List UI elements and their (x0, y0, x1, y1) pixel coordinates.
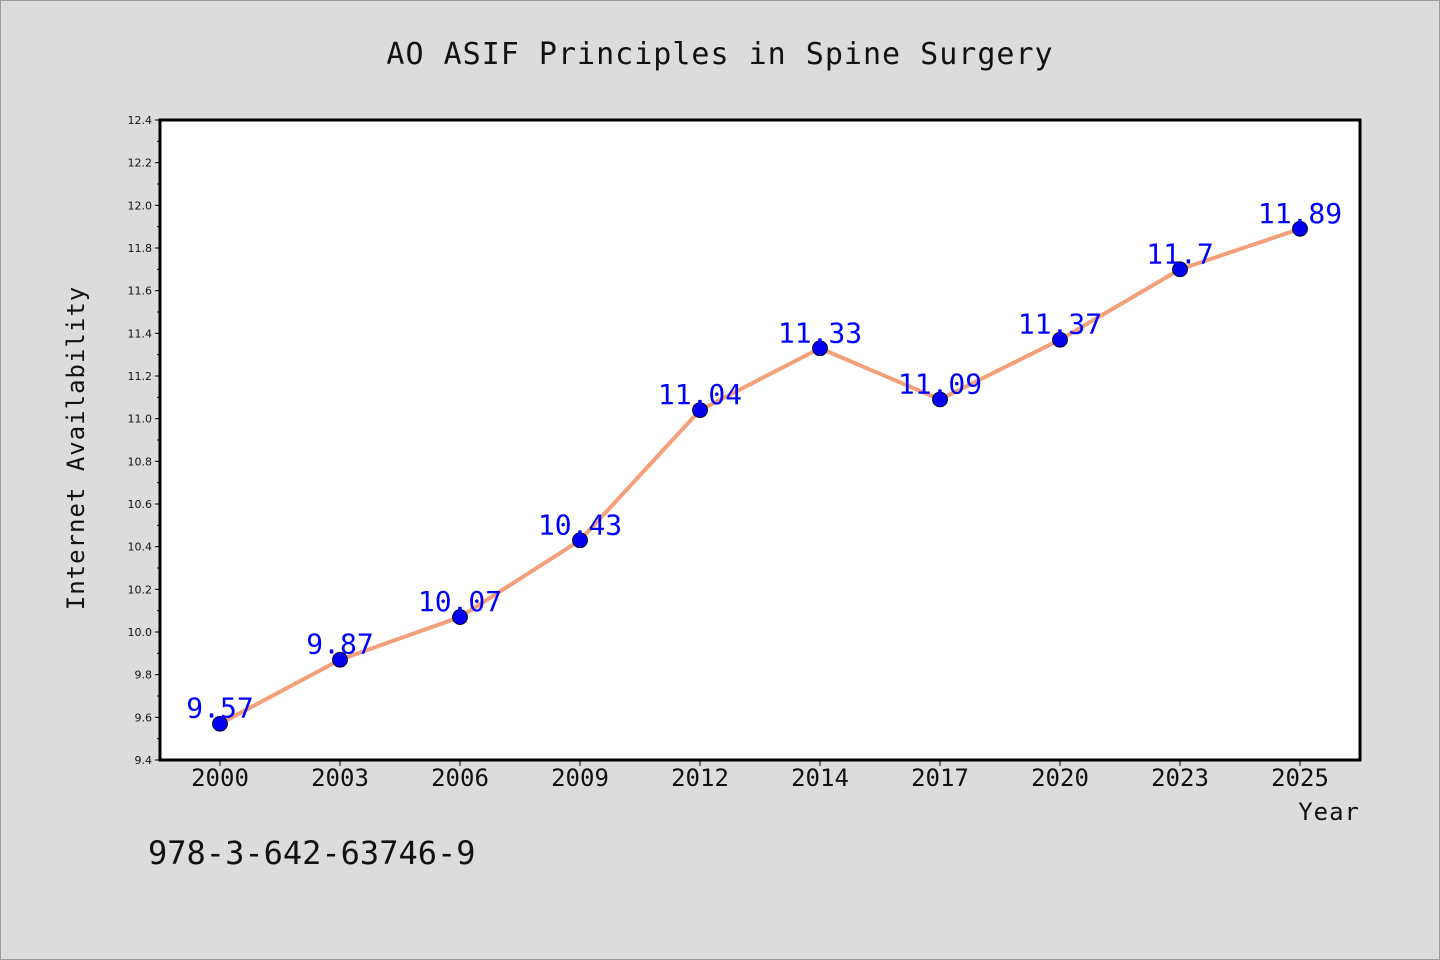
data-label-5: 11.33 (778, 316, 862, 349)
x-tick-label-9: 2025 (1271, 764, 1329, 792)
data-label-6: 11.09 (898, 367, 982, 400)
chart-title: AO ASIF Principles in Spine Surgery (386, 37, 1053, 72)
x-tick-label-8: 2023 (1151, 764, 1209, 792)
data-point-1 (332, 651, 348, 668)
data-label-7: 11.37 (1018, 308, 1102, 341)
data-point-0 (212, 715, 228, 732)
data-label-4: 11.04 (658, 378, 742, 411)
y-tick-label-9: 11.2 (128, 370, 153, 383)
data-label-9: 11.89 (1258, 197, 1342, 230)
data-point-7 (1052, 331, 1068, 348)
y-tick-label-4: 10.2 (128, 583, 153, 596)
data-label-0: 9.57 (186, 692, 253, 725)
x-tick-label-6: 2017 (911, 764, 969, 792)
data-point-3 (572, 532, 588, 549)
y-tick-label-6: 10.6 (128, 498, 153, 511)
data-point-8 (1172, 261, 1188, 278)
y-tick-label-13: 12.0 (128, 199, 153, 212)
x-tick-label-0: 2000 (191, 764, 249, 792)
x-axis: 2000 2003 2006 2009 2012 2014 2017 2020 2023 2025 (191, 760, 1329, 792)
y-tick-label-15: 12.4 (128, 114, 153, 127)
x-tick-label-3: 2009 (551, 764, 609, 792)
data-label-2: 10.07 (418, 585, 502, 618)
data-label-8: 11.7 (1146, 237, 1213, 270)
y-tick-label-5: 10.4 (128, 541, 153, 554)
x-tick-label-7: 2020 (1031, 764, 1089, 792)
series-line-group (212, 220, 1308, 732)
data-point-5 (812, 340, 828, 357)
data-point-6 (932, 391, 948, 408)
y-tick-label-7: 10.8 (128, 455, 153, 468)
y-tick-label-11: 11.6 (128, 285, 153, 298)
isbn-text: 978-3-642-63746-9 (148, 834, 476, 872)
data-label-1: 9.87 (306, 628, 373, 661)
x-axis-label: Year (1298, 798, 1360, 826)
data-point-4 (692, 402, 708, 419)
y-tick-label-12: 11.8 (128, 242, 153, 255)
y-axis: 9.4 9.6 9.8 10.0 10.2 10.4 10.6 10.8 11.0 11.2 11.… (128, 114, 160, 767)
data-label-3: 10.43 (538, 508, 622, 541)
data-labels: 9.57 9.87 10.07 10.43 11.04 11.33 11.09 11.37 11… (186, 197, 1342, 725)
series-line-0 (219, 226, 1301, 726)
x-tick-label-4: 2012 (671, 764, 729, 792)
y-tick-label-8: 11.0 (128, 413, 153, 426)
y-axis-label: Internet Availability (62, 286, 90, 610)
y-tick-label-0: 9.4 (135, 754, 153, 767)
y-tick-label-10: 11.4 (128, 327, 153, 340)
y-tick-label-3: 10.0 (128, 626, 153, 639)
y-tick-label-2: 9.8 (135, 669, 153, 682)
x-tick-label-5: 2014 (791, 764, 849, 792)
data-point-2 (452, 609, 468, 625)
y-tick-label-1: 9.6 (135, 711, 153, 724)
x-tick-label-2: 2006 (431, 764, 489, 792)
data-point-9 (1292, 220, 1308, 237)
y-tick-label-14: 12.2 (128, 157, 153, 170)
x-tick-label-1: 2003 (311, 764, 369, 792)
